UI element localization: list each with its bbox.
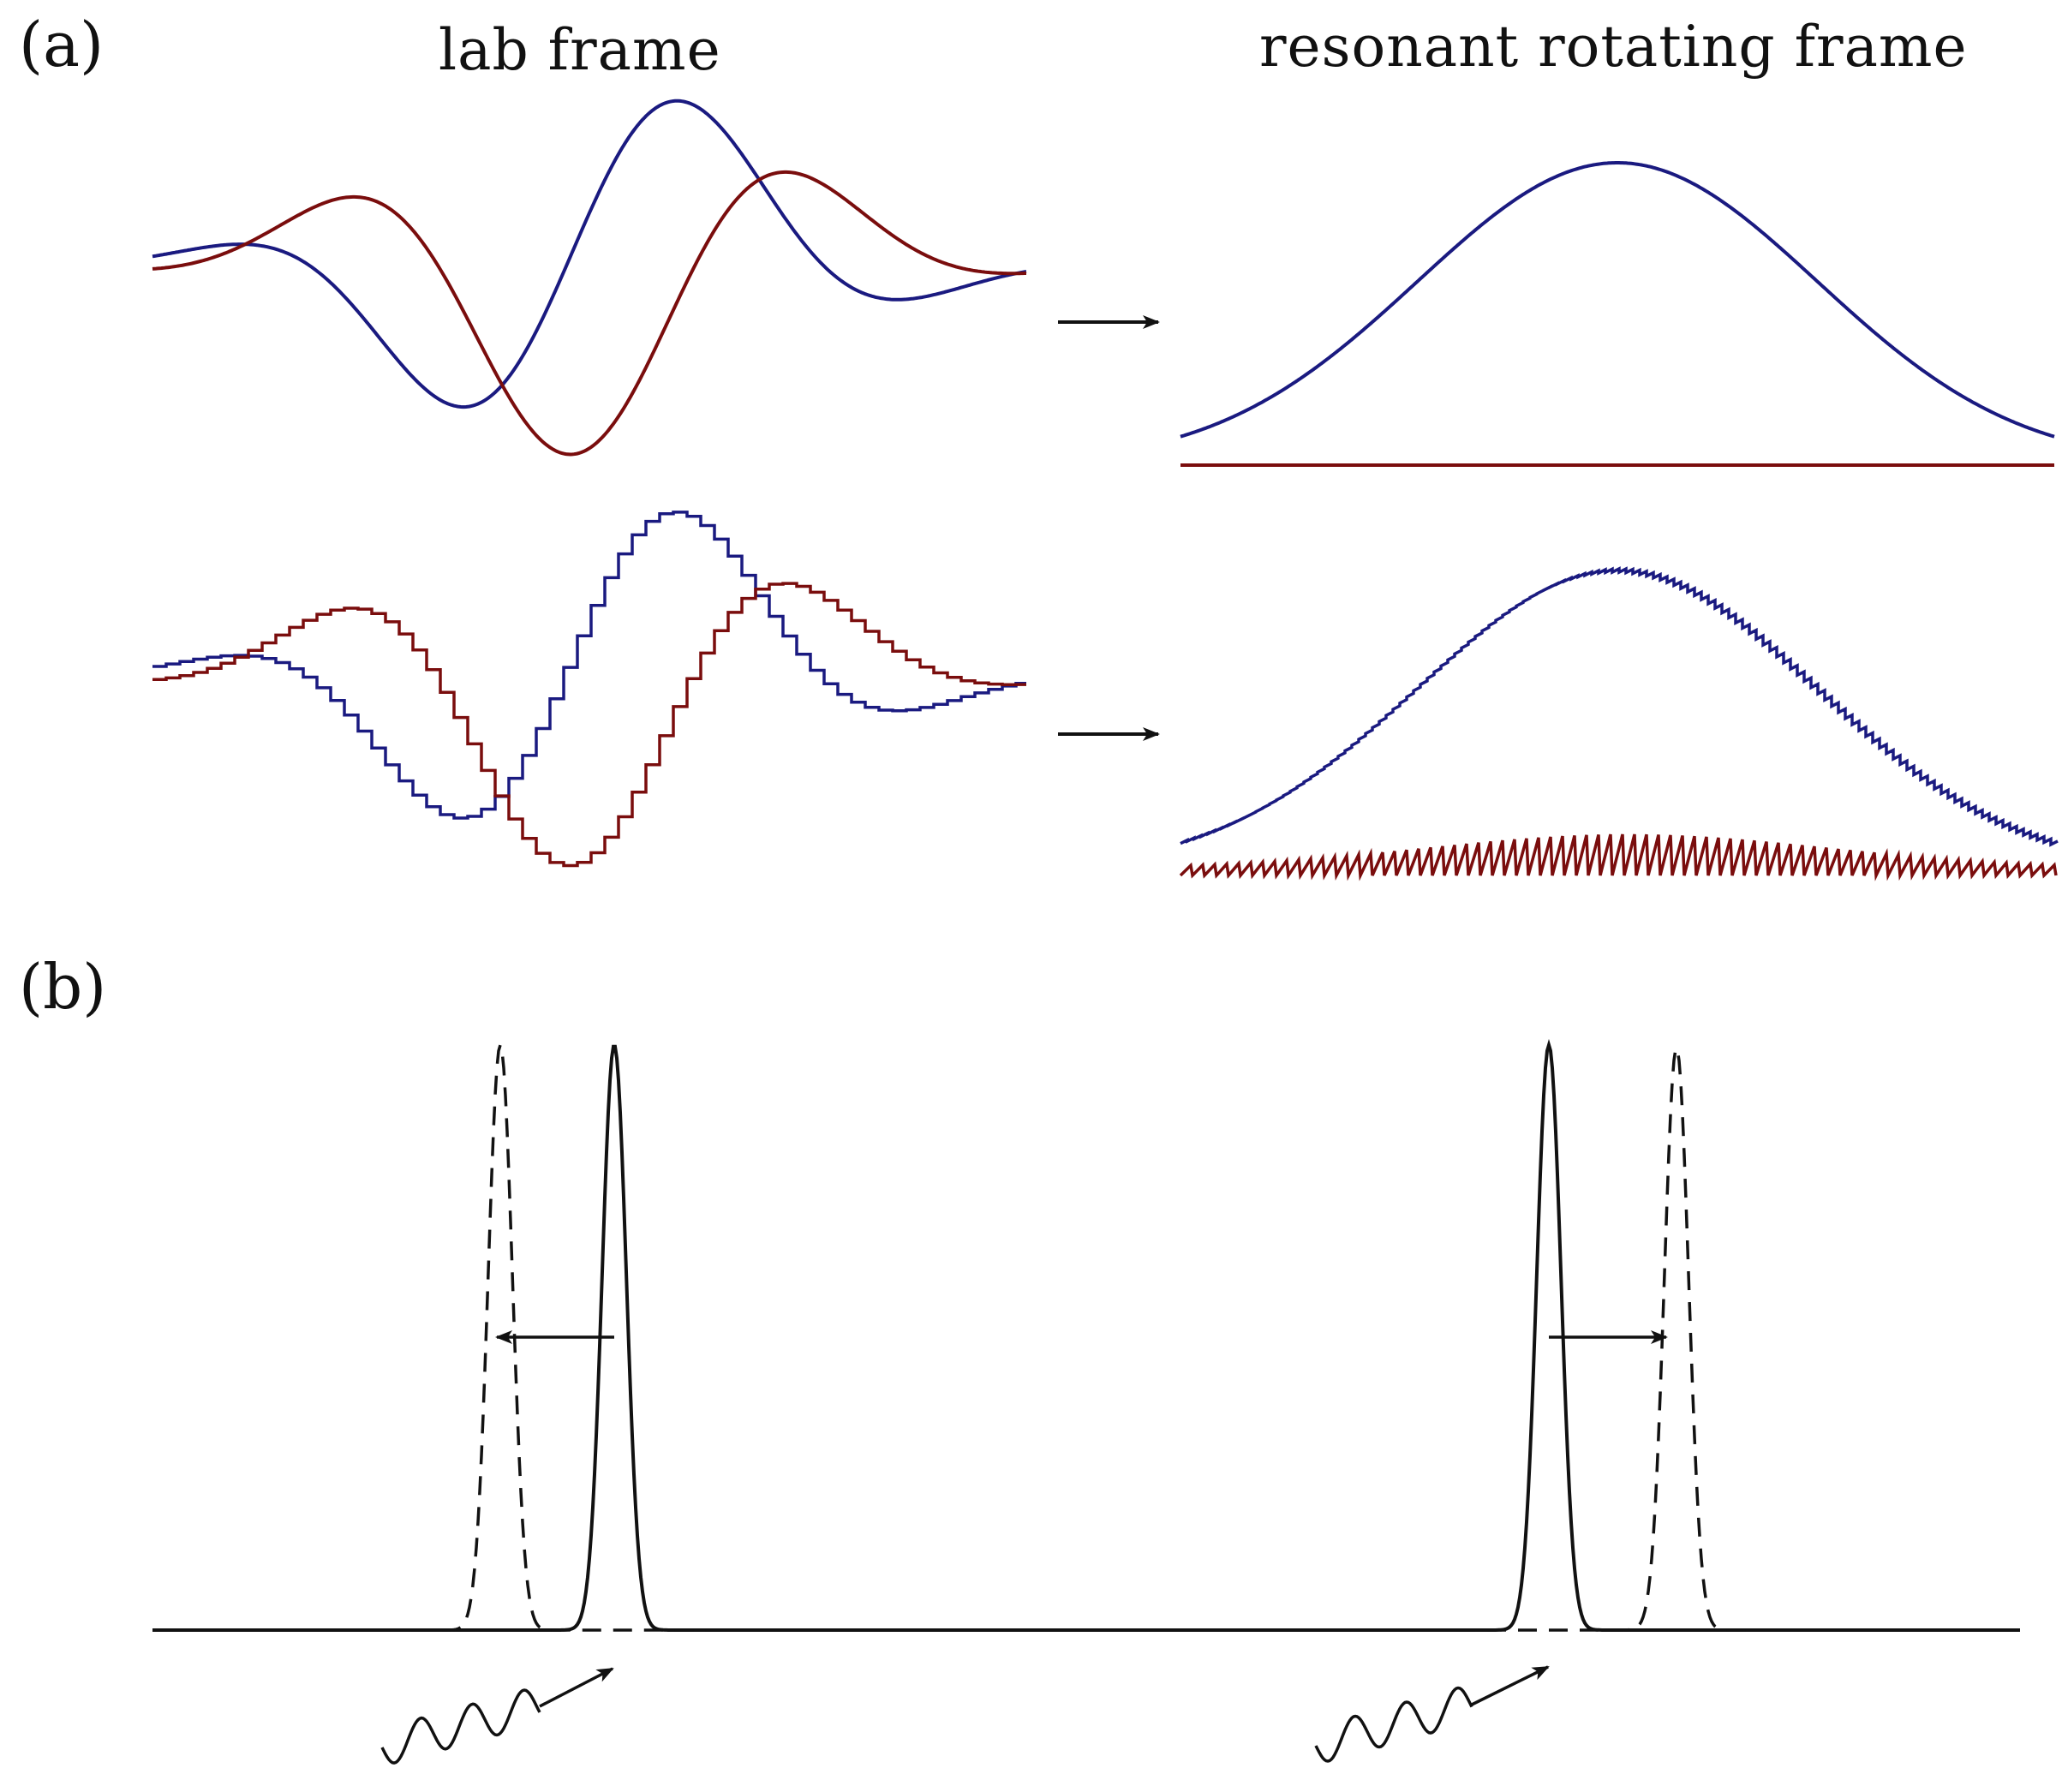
rotating-blue-step-curve xyxy=(1180,566,2059,847)
lab-frame-title: lab frame xyxy=(439,17,721,83)
photon-arrow-left xyxy=(539,1667,614,1708)
photon-wave-right xyxy=(1314,1686,1473,1763)
solid-line-spectrum xyxy=(152,1038,2020,1632)
lab-frame-smooth-pulse xyxy=(152,99,1027,457)
lab-red-step-curve xyxy=(152,582,1026,868)
panel-b-spectrum xyxy=(152,1038,2020,1765)
rotating-red-sawtooth-curve xyxy=(1179,833,2058,881)
rotating-frame-discretized-pulse xyxy=(1179,566,2059,881)
photon-arrow-right xyxy=(1471,1665,1550,1706)
lab-red-curve xyxy=(152,170,1026,457)
panel-b-label: (b) xyxy=(19,951,107,1023)
shifted-peak-right-dashed xyxy=(1456,1047,1756,1632)
panel-a-label: (a) xyxy=(19,9,105,81)
photon-wave-left xyxy=(380,1688,541,1765)
lab-frame-discretized-pulse xyxy=(152,511,1026,868)
rotating-blue-curve xyxy=(1180,161,2055,439)
shifted-peak-left-dashed xyxy=(411,1039,720,1632)
rotating-frame-title: resonant rotating frame xyxy=(1259,14,1968,80)
lab-blue-step-curve xyxy=(152,511,1026,820)
rotating-frame-smooth-pulse xyxy=(1180,161,2055,467)
lab-blue-curve xyxy=(152,99,1027,409)
